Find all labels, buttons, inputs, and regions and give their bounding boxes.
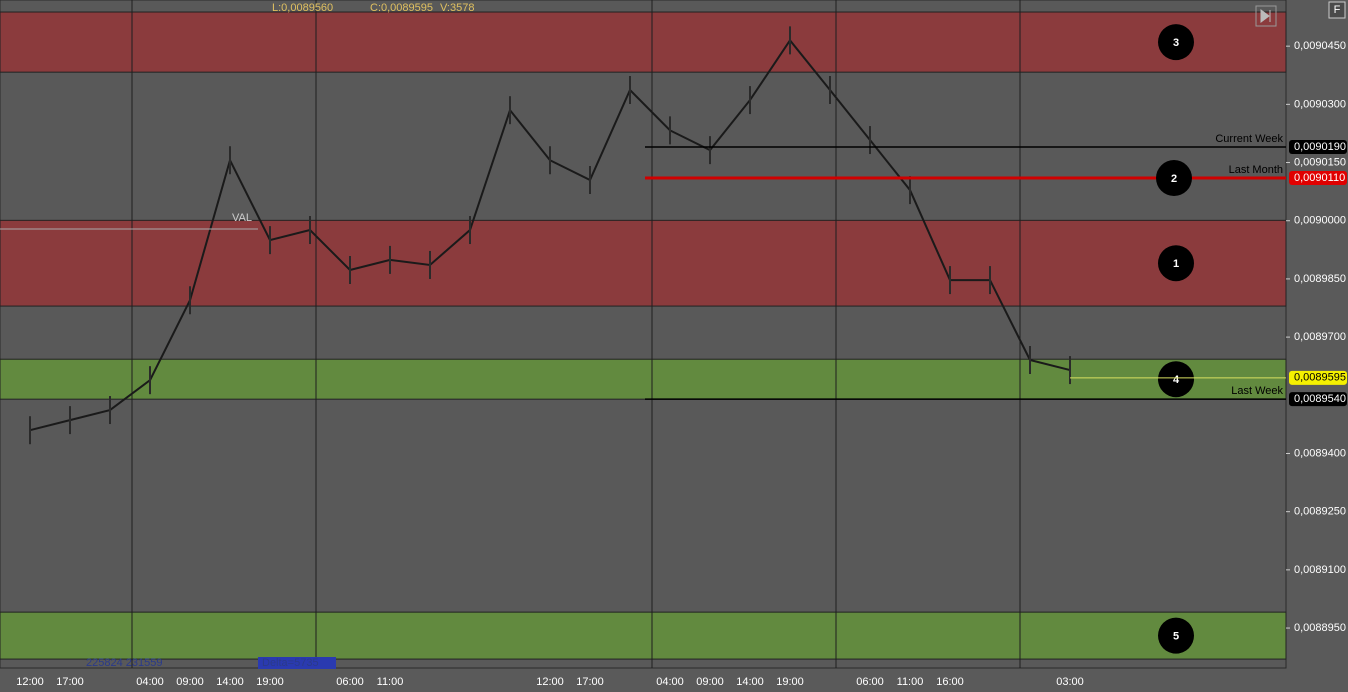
current-price-label: 0,0089595 (1294, 372, 1346, 384)
level-badge (1289, 140, 1347, 155)
level-name: Last Week (1231, 385, 1283, 397)
header-info: C:0,0089595 (370, 2, 433, 14)
x-tick-label: 06:00 (856, 676, 884, 688)
y-tick-label: 0,0090150 (1294, 156, 1346, 168)
zone-marker (1158, 24, 1194, 61)
level-marker (1156, 160, 1192, 197)
level-value-label: 0,0090190 (1294, 141, 1346, 153)
y-tick-label: 0,0089100 (1294, 564, 1346, 576)
scroll-end-icon (1260, 9, 1271, 23)
y-tick-label: 0,0089700 (1294, 331, 1346, 343)
level-value-label: 0,0089540 (1294, 393, 1346, 405)
zone (0, 611, 1287, 660)
zone-marker (1158, 245, 1194, 282)
plot-area (0, 0, 1287, 669)
header-info: V:3578 (440, 2, 474, 14)
y-tick-label: 0,0090450 (1294, 40, 1346, 52)
zone-marker-label: 1 (1173, 258, 1179, 270)
level-name: Last Month (1229, 164, 1283, 176)
zone-marker-label: 4 (1173, 374, 1180, 386)
x-tick-label: 14:00 (216, 676, 244, 688)
x-tick-label: 14:00 (736, 676, 764, 688)
x-tick-label: 19:00 (776, 676, 804, 688)
x-tick-label: 06:00 (336, 676, 364, 688)
x-tick-label: 11:00 (377, 676, 404, 688)
x-tick-label: 19:00 (256, 676, 284, 688)
y-tick-label: 0,0089400 (1294, 447, 1346, 459)
x-tick-label: 17:00 (576, 676, 604, 688)
zone (0, 219, 1287, 307)
x-tick-label: 12:00 (16, 676, 44, 688)
zone-marker (1158, 617, 1194, 654)
footer-volume: 225824 231559 (86, 657, 162, 669)
x-tick-label: 09:00 (176, 676, 204, 688)
footer-delta: Delta=5735 (262, 657, 319, 669)
zone (0, 11, 1287, 73)
level-name: Current Week (1215, 133, 1283, 145)
x-tick-label: 16:00 (936, 676, 964, 688)
settings-button[interactable] (1328, 1, 1346, 19)
level-value-label: 0,0090110 (1294, 172, 1345, 184)
x-tick-label: 04:00 (136, 676, 164, 688)
zone-marker-label: 5 (1173, 631, 1179, 643)
zone-marker (1158, 361, 1194, 398)
y-tick-label: 0,0090300 (1294, 98, 1346, 110)
level-badge (1289, 171, 1347, 186)
settings-icon: F (1334, 4, 1341, 16)
zone (0, 358, 1287, 400)
scroll-end-button[interactable] (1255, 5, 1277, 27)
level-marker-label: 2 (1171, 173, 1177, 185)
header-info: L:0,0089560 (272, 2, 333, 14)
x-tick-label: 09:00 (696, 676, 724, 688)
y-tick-label: 0,0090000 (1294, 215, 1346, 227)
y-tick-label: 0,0088950 (1294, 622, 1346, 634)
delta-box (258, 657, 336, 669)
x-tick-label: 03:00 (1056, 676, 1084, 688)
x-tick-label: 12:00 (536, 676, 564, 688)
zone-marker-label: 3 (1173, 37, 1179, 49)
level-badge (1289, 392, 1347, 407)
zones (0, 11, 1287, 660)
y-tick-label: 0,0089250 (1294, 506, 1346, 518)
current-price-badge (1289, 370, 1347, 385)
x-tick-label: 17:00 (56, 676, 84, 688)
val-label: VAL (232, 212, 252, 224)
x-tick-label: 04:00 (656, 676, 684, 688)
x-tick-label: 11:00 (897, 676, 924, 688)
y-tick-label: 0,0089850 (1294, 273, 1346, 285)
